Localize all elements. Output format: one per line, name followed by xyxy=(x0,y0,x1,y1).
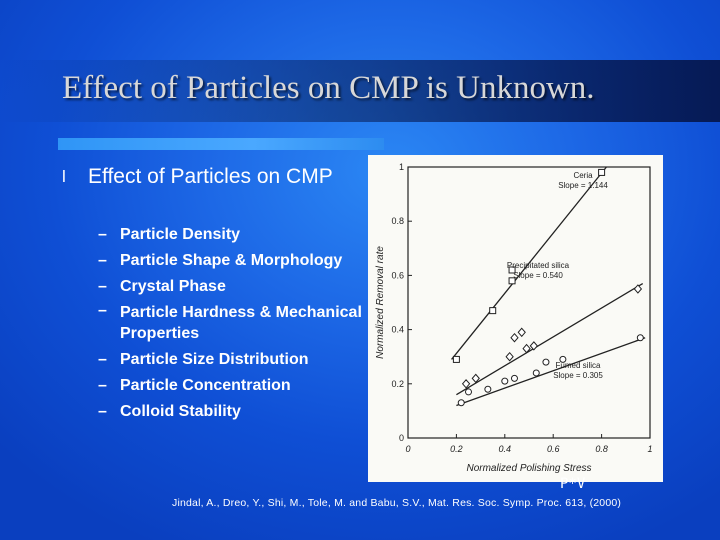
dash-icon: – xyxy=(98,278,107,295)
dash-icon: – xyxy=(98,351,107,368)
data-point xyxy=(508,277,516,285)
data-point xyxy=(484,385,492,393)
dash-icon: – xyxy=(98,377,107,394)
sub-bullet-text: Particle Size Distribution xyxy=(120,351,309,368)
series-annotation: Fumed silica xyxy=(556,361,601,370)
sub-bullet: – Colloid Stability xyxy=(98,399,380,425)
y-tick-label: 1 xyxy=(399,162,404,172)
removal-rate-chart: 0 0.2 0.4 0.6 0.8 1 0 0.2 0.4 0.6 0.8 1 Normalized P… xyxy=(375,162,653,474)
sub-bullet: – Particle Shape & Morphology xyxy=(98,248,380,274)
chart-image: 0 0.2 0.4 0.6 0.8 1 0 0.2 0.4 0.6 0.8 1 Normalized P… xyxy=(368,155,663,482)
dash-icon: – xyxy=(98,302,107,319)
series-annotation: Ceria xyxy=(573,171,593,180)
data-point xyxy=(501,377,509,385)
data-point xyxy=(517,327,526,338)
sub-bullet: – Crystal Phase xyxy=(98,274,380,300)
main-bullet-text: Effect of Particles on CMP xyxy=(88,165,333,188)
data-point xyxy=(522,343,531,354)
series-annotation: Slope = 0.540 xyxy=(513,271,563,280)
sub-bullet-text: Particle Concentration xyxy=(120,377,291,394)
pv-label: P*V xyxy=(560,476,586,492)
y-tick-label: 0.6 xyxy=(391,270,404,280)
data-point xyxy=(457,399,465,407)
x-axis-label: Normalized Polishing Stress xyxy=(466,463,591,474)
citation: Jindal, A., Dreo, Y., Shi, M., Tole, M. … xyxy=(172,497,622,509)
sub-bullet: – Particle Density xyxy=(98,222,380,248)
x-tick-label: 0.4 xyxy=(499,444,512,454)
sub-bullet-text: Particle Shape & Morphology xyxy=(120,252,343,269)
fit-line xyxy=(456,337,646,407)
series-annotation: Slope = 1.144 xyxy=(558,181,608,190)
sub-bullet-list: – Particle Density – Particle Shape & Morp… xyxy=(98,222,380,425)
data-point xyxy=(489,307,497,315)
data-point xyxy=(633,284,643,294)
sub-bullet: – Particle Hardness & Mechanical Properti… xyxy=(98,300,380,347)
data-point xyxy=(461,379,471,389)
data-point xyxy=(452,355,460,363)
y-tick-label: 0 xyxy=(399,433,404,443)
data-point xyxy=(510,374,518,382)
data-point xyxy=(636,334,644,342)
x-tick-label: 1 xyxy=(647,444,652,454)
y-tick-label: 0.4 xyxy=(391,325,404,335)
sub-bullet: – Particle Size Distribution xyxy=(98,347,380,373)
series-annotation: Precipitated silica xyxy=(507,261,570,270)
data-point xyxy=(471,373,480,384)
data-point xyxy=(529,341,539,351)
data-point xyxy=(542,358,550,366)
x-tick-label: 0.8 xyxy=(595,444,608,454)
sub-bullet-text: Colloid Stability xyxy=(120,403,241,420)
y-tick-label: 0.2 xyxy=(391,379,404,389)
dash-icon: – xyxy=(98,252,107,269)
dash-icon: – xyxy=(98,226,107,243)
data-point xyxy=(505,351,514,362)
dash-icon: – xyxy=(98,403,107,420)
sub-bullet: – Particle Concentration xyxy=(98,373,380,399)
x-tick-label: 0 xyxy=(405,444,410,454)
data-point xyxy=(510,332,519,343)
data-point xyxy=(508,266,516,274)
y-tick-label: 0.8 xyxy=(391,216,404,226)
x-tick-label: 0.6 xyxy=(547,444,560,454)
bullet-dot-icon: l xyxy=(62,167,66,186)
sub-bullet-text: Crystal Phase xyxy=(120,278,226,295)
y-axis-label: Normalized Removal rate xyxy=(375,246,386,359)
title-band xyxy=(0,60,720,122)
fit-line xyxy=(456,282,644,396)
title-underline xyxy=(58,138,384,150)
data-point xyxy=(598,168,606,176)
plot-frame xyxy=(407,166,651,439)
sub-bullet-text: Particle Density xyxy=(120,226,241,243)
data-point xyxy=(465,388,472,396)
x-tick-label: 0.2 xyxy=(450,444,463,454)
series-annotation: Slope = 0.305 xyxy=(553,371,603,380)
sub-bullet-text: Particle Hardness & Mechanical Propertie… xyxy=(120,304,362,342)
fit-line xyxy=(451,166,607,360)
slide-title: Effect of Particles on CMP is Unknown. xyxy=(62,70,595,106)
data-point xyxy=(559,355,567,363)
data-point xyxy=(532,369,540,377)
